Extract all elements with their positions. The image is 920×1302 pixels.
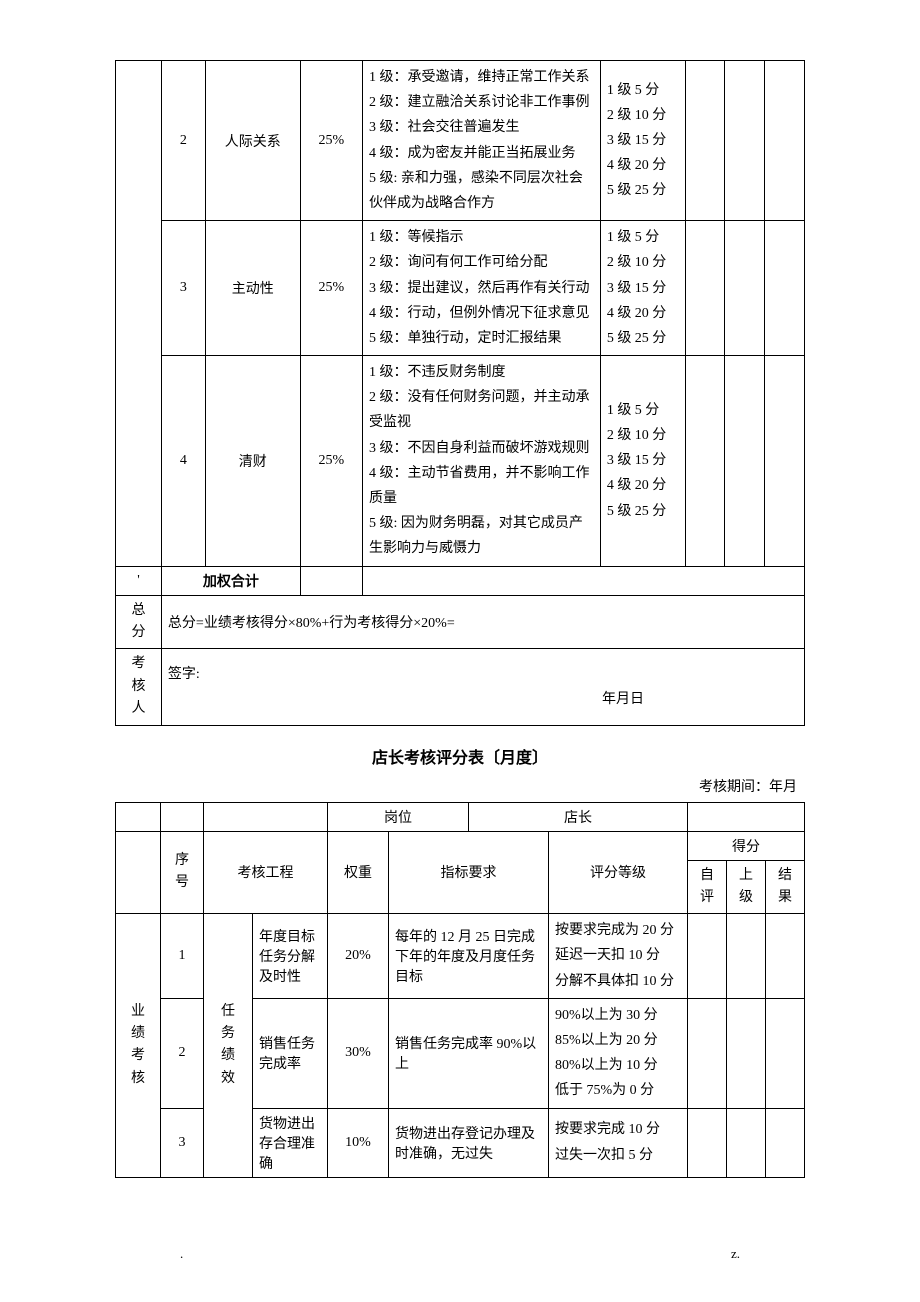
- row-indicator: 每年的 12 月 25 日完成下年的年度及月度任务目标: [389, 914, 549, 999]
- footer-z: z.: [731, 1246, 740, 1262]
- header-weight: 权重: [328, 831, 389, 914]
- row-seq: 3: [161, 221, 205, 356]
- period-label: 考核期间：年月: [115, 776, 805, 796]
- quote-mark: ': [116, 566, 162, 595]
- position-value: 店长: [468, 802, 687, 831]
- header-row-2: 序号 考核工程 权重 指标要求 评分等级 得分: [116, 831, 805, 860]
- row-score: 1 级 5 分2 级 10 分3 级 15 分4 级 20 分5 级 25 分: [600, 356, 685, 567]
- row-item: 主动性: [205, 221, 300, 356]
- row-weight: 30%: [328, 998, 389, 1108]
- header-seq: 序号: [161, 831, 204, 914]
- page-dash: -: [458, 70, 462, 86]
- row-grade: 按要求完成为 20 分延迟一天扣 10 分分解不具体扣 10 分: [549, 914, 688, 999]
- total-formula: 总分=业绩考核得分×80%+行为考核得分×20%=: [161, 595, 804, 649]
- row-item: 清财: [205, 356, 300, 567]
- row-weight: 25%: [300, 221, 362, 356]
- header-superior: 上级: [727, 860, 766, 914]
- date-label: 年月日: [168, 687, 798, 712]
- table-row: 4 清财 25% 1 级：不违反财务制度2 级：没有任何财务问题，并主动承受监视…: [116, 356, 805, 567]
- row-weight: 25%: [300, 61, 362, 221]
- header-grade: 评分等级: [549, 831, 688, 914]
- weighted-total-label: 加权合计: [161, 566, 300, 595]
- total-label: 总分: [116, 595, 162, 649]
- table2-title: 店长考核评分表〔月度〕: [115, 744, 805, 768]
- header-indicator: 指标要求: [389, 831, 549, 914]
- row-weight: 20%: [328, 914, 389, 999]
- row-seq: 2: [161, 61, 205, 221]
- row-criteria: 1 级：承受邀请，维持正常工作关系2 级：建立融洽关系讨论非工作事例3 级：社会…: [362, 61, 600, 221]
- row-score: 1 级 5 分2 级 10 分3 级 15 分4 级 20 分5 级 25 分: [600, 61, 685, 221]
- header-row-1: 岗位 店长: [116, 802, 805, 831]
- header-score: 得分: [688, 831, 805, 860]
- header-self: 自评: [688, 860, 727, 914]
- row-criteria: 1 级：不违反财务制度2 级：没有任何财务问题，并主动承受监视3 级：不因自身利…: [362, 356, 600, 567]
- reviewer-label: 考核人: [116, 649, 162, 725]
- weighted-total-row: ' 加权合计: [116, 566, 805, 595]
- assessment-table-1: 2 人际关系 25% 1 级：承受邀请，维持正常工作关系2 级：建立融洽关系讨论…: [115, 60, 805, 726]
- row-sub: 销售任务完成率: [253, 998, 328, 1108]
- row-seq: 4: [161, 356, 205, 567]
- table-row: 3 主动性 25% 1 级：等候指示2 级：询问有何工作可给分配3 级：提出建议…: [116, 221, 805, 356]
- sign-label: 签字:: [168, 662, 798, 687]
- row-seq: 2: [161, 998, 204, 1108]
- side-label: 业绩考核: [116, 914, 161, 1177]
- row-score: 1 级 5 分2 级 10 分3 级 15 分4 级 20 分5 级 25 分: [600, 221, 685, 356]
- row-item: 人际关系: [205, 61, 300, 221]
- row-sub: 货物进出存合理准确: [253, 1108, 328, 1177]
- total-row: 总分 总分=业绩考核得分×80%+行为考核得分×20%=: [116, 595, 805, 649]
- assessment-table-2: 岗位 店长 序号 考核工程 权重 指标要求 评分等级 得分 自评 上级 结果 业…: [115, 802, 805, 1178]
- row-weight: 10%: [328, 1108, 389, 1177]
- row-indicator: 销售任务完成率 90%以上: [389, 998, 549, 1108]
- table-row: 业绩考核 1 任务绩效 年度目标任务分解及时性 20% 每年的 12 月 25 …: [116, 914, 805, 999]
- row-grade: 按要求完成 10 分过失一次扣 5 分: [549, 1108, 688, 1177]
- position-label: 岗位: [328, 802, 469, 831]
- header-project: 考核工程: [204, 831, 328, 914]
- row-indicator: 货物进出存登记办理及时准确，无过失: [389, 1108, 549, 1177]
- footer-dot: .: [180, 1246, 183, 1262]
- row-grade: 90%以上为 30 分85%以上为 20 分80%以上为 10 分低于 75%为…: [549, 998, 688, 1108]
- group-label: 任务绩效: [204, 914, 253, 1177]
- header-result: 结果: [766, 860, 805, 914]
- sign-row: 考核人 签字: 年月日: [116, 649, 805, 725]
- row-seq: 1: [161, 914, 204, 999]
- row-weight: 25%: [300, 356, 362, 567]
- row-seq: 3: [161, 1108, 204, 1177]
- row-criteria: 1 级：等候指示2 级：询问有何工作可给分配3 级：提出建议，然后再作有关行动4…: [362, 221, 600, 356]
- row-sub: 年度目标任务分解及时性: [253, 914, 328, 999]
